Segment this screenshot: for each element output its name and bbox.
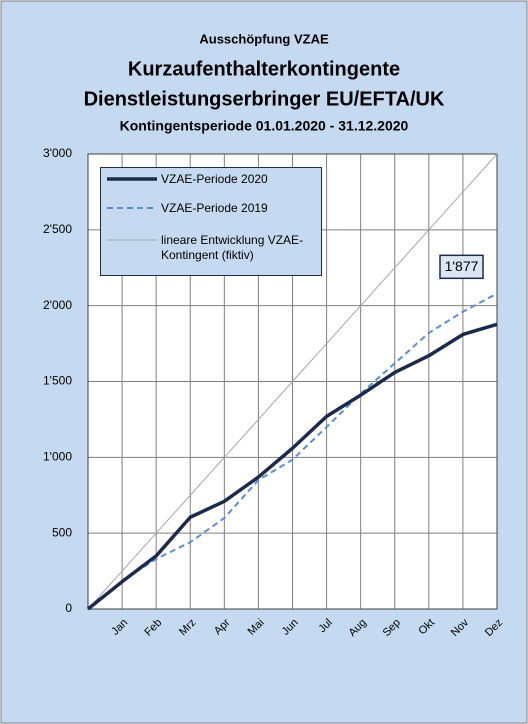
y-tick-label: 2'000 [43, 298, 72, 312]
legend-entry: VZAE-Periode 2020 [107, 172, 326, 187]
y-tick-label: 0 [65, 601, 72, 615]
legend-label: VZAE-Periode 2020 [161, 172, 268, 186]
y-tick-label: 500 [52, 525, 72, 539]
y-tick-label: 1'000 [43, 450, 72, 464]
data-label: 1'877 [445, 258, 479, 274]
series-line [87, 292, 498, 610]
data-label-box [439, 254, 484, 280]
data-label: 1'877 [439, 254, 484, 280]
legend-swatch [107, 207, 157, 209]
title: Kurzaufenthalterkontingente [128, 58, 400, 80]
title: Ausschöpfung VZAE [199, 31, 329, 46]
legend-swatch [107, 177, 157, 181]
subtitle: Kontingentsperiode 01.01.2020 - 31.12.20… [120, 118, 409, 134]
y-tick-label: 3'000 [43, 146, 72, 160]
legend-label: lineare Entwicklung VZAE-Kontingent (fik… [161, 233, 304, 262]
title: Dienstleistungserbringer EU/EFTA/UK [84, 88, 445, 110]
series-line [87, 153, 498, 610]
series-line [86, 322, 498, 611]
legend-swatch [107, 239, 157, 241]
plot-border [87, 153, 498, 610]
legend-entry: VZAE-Periode 2019 [107, 201, 326, 216]
legend: VZAE-Periode 2020 VZAE-Periode 2019 linear… [100, 167, 322, 276]
legend-entry: lineare Entwicklung VZAE-Kontingent (fik… [107, 233, 326, 263]
legend-label: VZAE-Periode 2019 [161, 201, 268, 215]
y-tick-label: 2'500 [43, 222, 72, 236]
y-tick-label: 1'500 [43, 374, 72, 388]
